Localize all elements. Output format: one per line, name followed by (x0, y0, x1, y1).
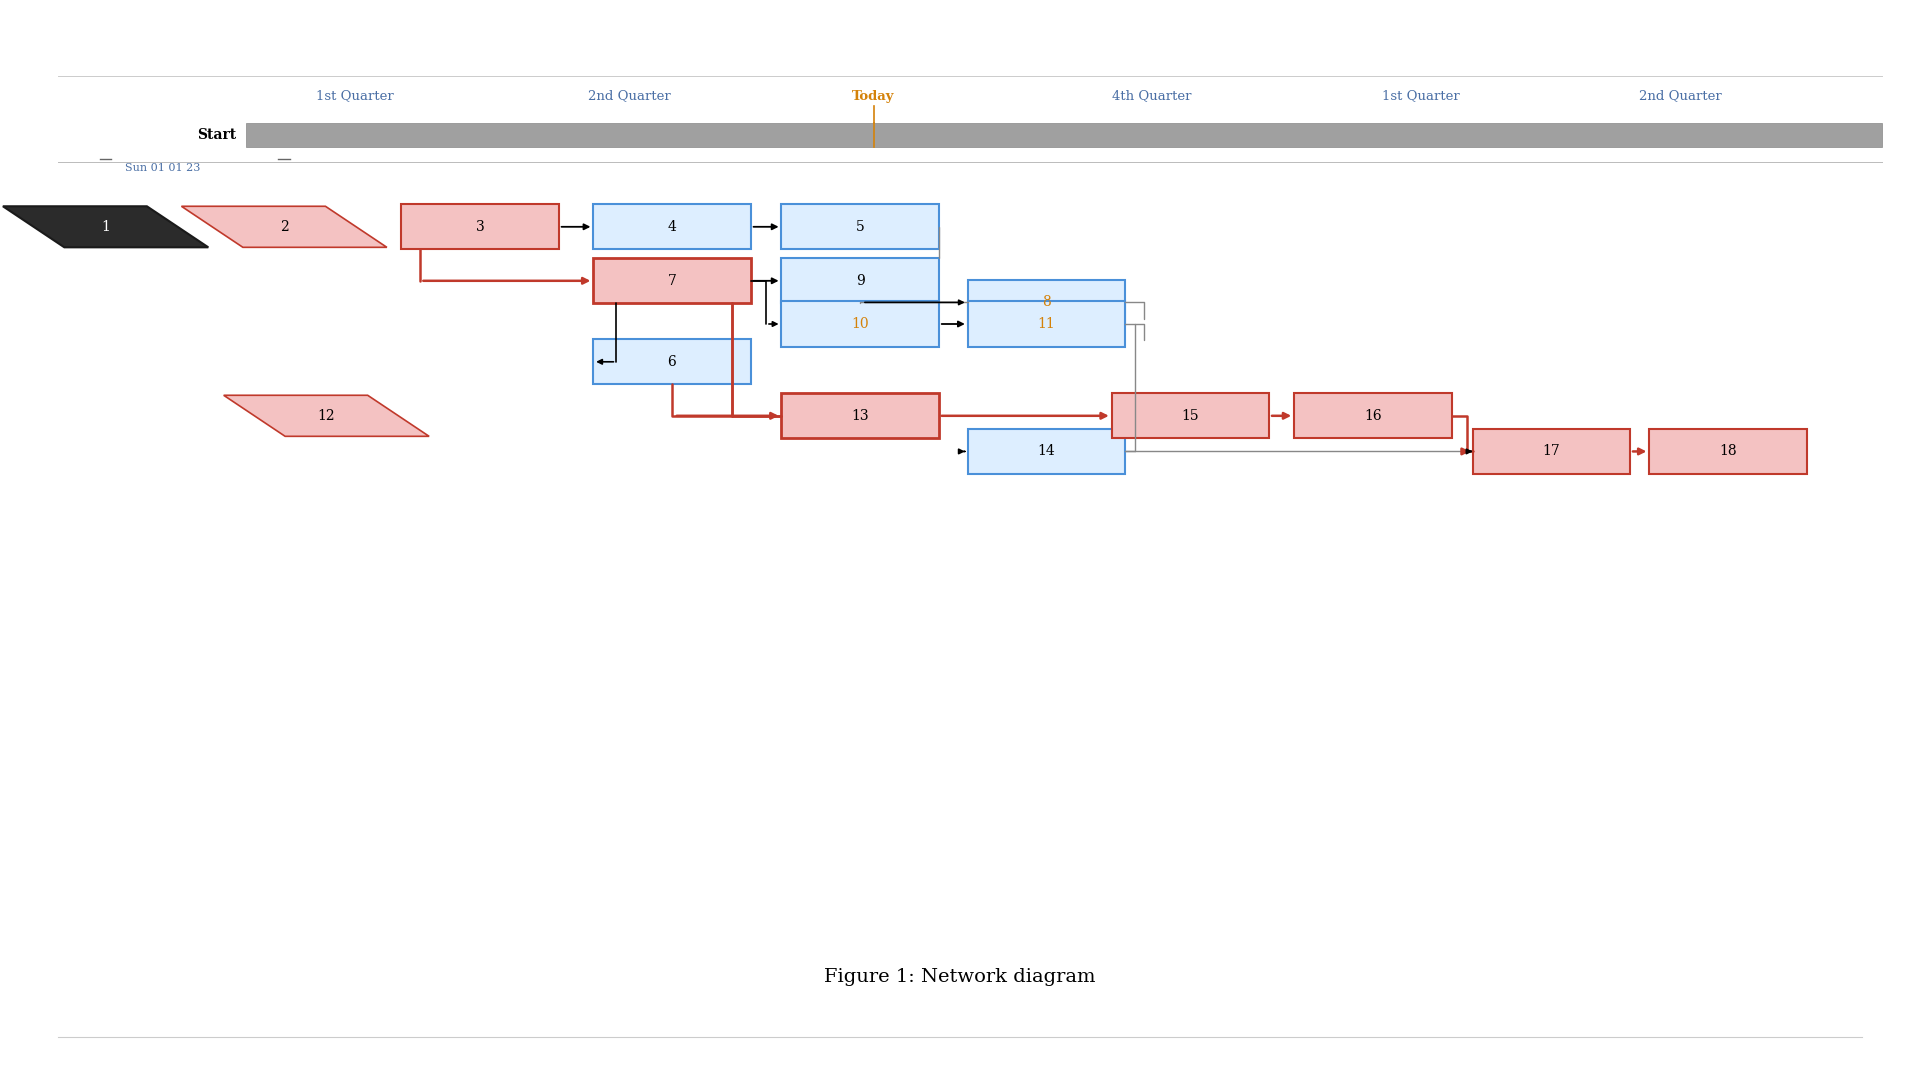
Polygon shape (223, 395, 430, 436)
FancyBboxPatch shape (781, 204, 939, 249)
Text: 1st Quarter: 1st Quarter (317, 90, 394, 103)
Polygon shape (180, 206, 386, 247)
FancyBboxPatch shape (1294, 393, 1452, 438)
Text: Today: Today (852, 90, 895, 103)
Text: 2: 2 (280, 220, 288, 233)
FancyBboxPatch shape (593, 204, 751, 249)
Text: Figure 1: Network diagram: Figure 1: Network diagram (824, 969, 1096, 986)
Text: 2nd Quarter: 2nd Quarter (1638, 90, 1722, 103)
FancyBboxPatch shape (968, 301, 1125, 347)
Text: Start: Start (198, 129, 236, 141)
FancyBboxPatch shape (781, 258, 939, 303)
Text: 18: 18 (1718, 445, 1738, 458)
Text: 2nd Quarter: 2nd Quarter (588, 90, 672, 103)
Text: 8: 8 (1043, 296, 1050, 309)
Text: 10: 10 (851, 318, 870, 330)
FancyBboxPatch shape (401, 204, 559, 249)
Text: 14: 14 (1037, 445, 1056, 458)
FancyBboxPatch shape (781, 393, 939, 438)
Text: 1st Quarter: 1st Quarter (1382, 90, 1459, 103)
Text: 15: 15 (1181, 409, 1200, 422)
Text: 7: 7 (668, 274, 676, 287)
Text: 1: 1 (102, 220, 109, 233)
FancyBboxPatch shape (781, 301, 939, 347)
Text: 9: 9 (856, 274, 864, 287)
FancyBboxPatch shape (968, 280, 1125, 325)
Text: 6: 6 (668, 355, 676, 368)
Text: 3: 3 (476, 220, 484, 233)
FancyBboxPatch shape (593, 339, 751, 384)
Text: 5: 5 (856, 220, 864, 233)
FancyBboxPatch shape (968, 429, 1125, 474)
FancyBboxPatch shape (246, 123, 1882, 147)
FancyBboxPatch shape (1112, 393, 1269, 438)
Text: 11: 11 (1037, 318, 1056, 330)
Text: 13: 13 (851, 409, 870, 422)
Text: 4: 4 (668, 220, 676, 233)
Text: 16: 16 (1363, 409, 1382, 422)
Text: 12: 12 (317, 409, 336, 422)
Polygon shape (4, 206, 207, 247)
FancyBboxPatch shape (1649, 429, 1807, 474)
Text: 4th Quarter: 4th Quarter (1112, 90, 1192, 103)
Text: Sun 01 01 23: Sun 01 01 23 (125, 163, 200, 173)
FancyBboxPatch shape (593, 258, 751, 303)
FancyBboxPatch shape (1473, 429, 1630, 474)
Text: 17: 17 (1542, 445, 1561, 458)
